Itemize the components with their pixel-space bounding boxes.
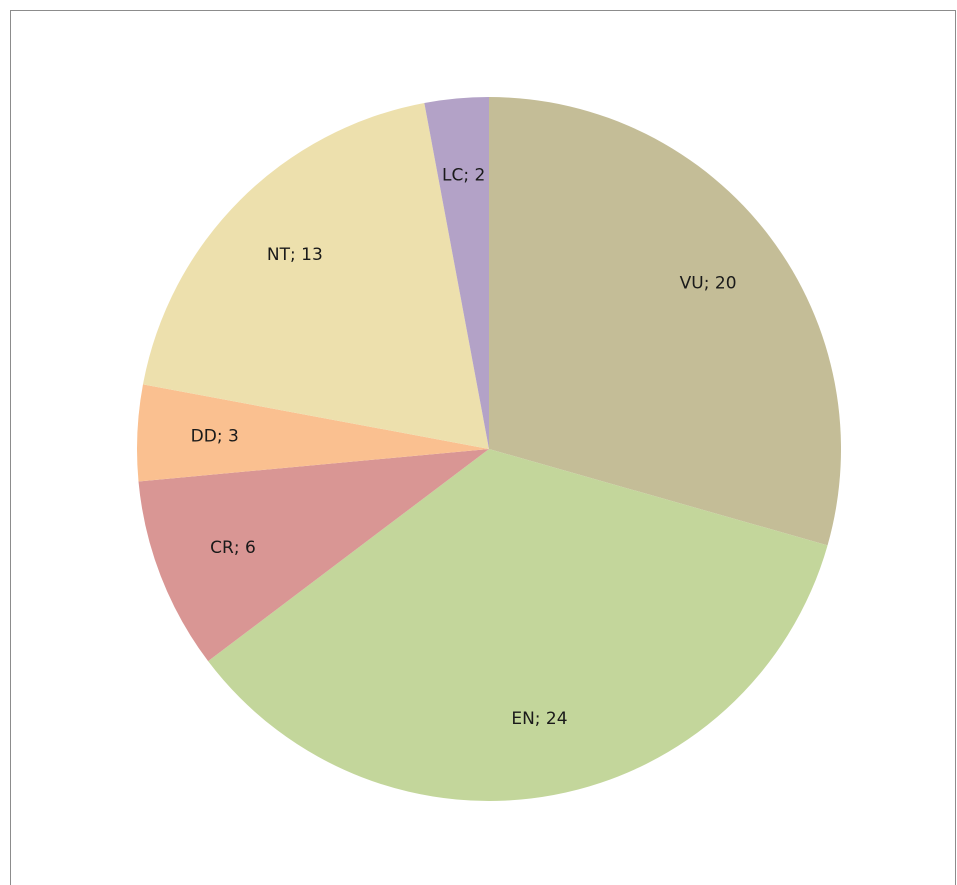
pie-slice-vu <box>489 97 841 546</box>
pie-slice-en <box>208 449 828 802</box>
pie-slices <box>137 97 841 802</box>
pie-slice-cr <box>138 449 489 662</box>
data-label-nt: NT; 13 <box>267 245 323 265</box>
pie-slice-nt <box>142 102 489 449</box>
pie-data-labels: VU; 20 EN; 24 CR; 6 DD; 3 NT; 13 LC; 2 <box>191 166 737 729</box>
data-label-vu: VU; 20 <box>680 274 737 294</box>
data-label-dd: DD; 3 <box>191 426 239 446</box>
data-label-cr: CR; 6 <box>210 538 256 558</box>
data-label-lc: LC; 2 <box>442 166 485 186</box>
pie-slice-dd <box>137 384 489 482</box>
data-label-en: EN; 24 <box>511 709 567 729</box>
pie-slice-lc <box>424 97 489 449</box>
